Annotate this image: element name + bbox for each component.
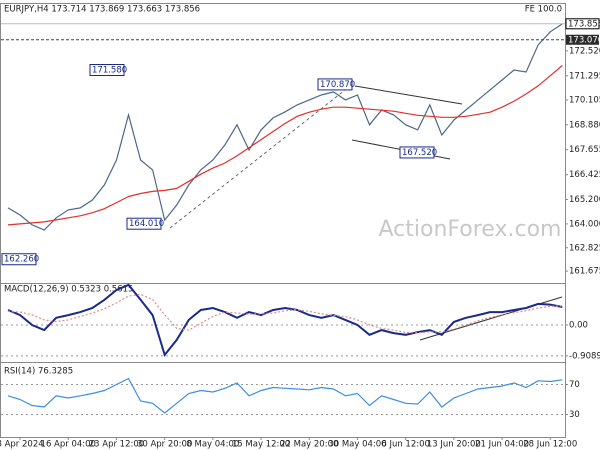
channel-line [354, 85, 463, 105]
x-tick-label: 8 May 04:00 [186, 440, 239, 450]
series-line [7, 283, 563, 358]
y-tick-label: 0.00 [569, 320, 588, 330]
annotation-label: 171.580 [92, 66, 127, 76]
y-tick-label: 168.880 [569, 120, 600, 130]
level-label: 173.070 [568, 35, 600, 45]
macd-title: MACD(12,26,9) 0.5323 0.5615 [4, 285, 133, 295]
annotation-box [317, 78, 353, 91]
y-tick-label: 161.675 [569, 267, 600, 277]
y-tick-label: 171.295 [569, 71, 600, 81]
watermark: ActionForex.com [379, 217, 562, 242]
x-tick-label: 8 Apr 2024 [0, 440, 44, 450]
fe-label: FE 100.0 [525, 5, 562, 15]
trend-line [169, 89, 346, 229]
y-tick-label: 166.425 [569, 170, 600, 180]
level-box [566, 34, 599, 45]
y-tick-label: 170.105 [569, 95, 600, 105]
y-tick-label: -0.9089 [569, 351, 600, 361]
annotation-box [399, 146, 435, 159]
x-tick-label: 21 Jun 04:00 [475, 440, 529, 450]
price-label: 173.856 [568, 19, 600, 29]
x-tick-label: 15 May 12:00 [232, 440, 290, 450]
x-tick-label: 28 Jun 12:00 [523, 440, 577, 450]
x-tick-label: 30 May 04:00 [328, 440, 386, 450]
y-tick-label: 167.655 [569, 145, 600, 155]
x-tick-label: 30 Apr 20:00 [137, 440, 192, 450]
y-tick-label: 165.200 [569, 195, 600, 205]
annotation-box [1, 253, 37, 266]
x-tick-label: 13 Jun 20:00 [427, 440, 481, 450]
series-line [7, 65, 563, 226]
rsi-title: RSI(14) 76.3285 [4, 367, 73, 377]
y-tick-label: 172.520 [569, 46, 600, 56]
y-tick-label: 162.825 [569, 243, 600, 253]
annotation-label: 162.260 [4, 255, 39, 265]
y-tick-label: 164.000 [569, 219, 600, 229]
annotation-label: 167.520 [402, 148, 437, 158]
rsi-panel [0, 362, 566, 438]
y-tick-label: 70 [569, 380, 580, 390]
annotation-box [126, 217, 162, 230]
annotation-box [89, 64, 125, 77]
series-line [7, 23, 563, 231]
y-tick-label: 30 [569, 410, 580, 420]
x-tick-label: 6 Jun 12:00 [381, 440, 430, 450]
annotation-label: 170.870 [320, 80, 355, 90]
chart-title: EURJPY,H4 173.714 173.869 173.663 173.85… [4, 5, 200, 15]
series-line [7, 377, 563, 414]
x-tick-label: 22 May 20:00 [280, 440, 338, 450]
x-tick-label: 23 Apr 12:00 [89, 440, 144, 450]
x-tick-label: 16 Apr 04:00 [41, 440, 96, 450]
price-box [565, 18, 600, 30]
annotation-label: 164.010 [129, 219, 164, 229]
